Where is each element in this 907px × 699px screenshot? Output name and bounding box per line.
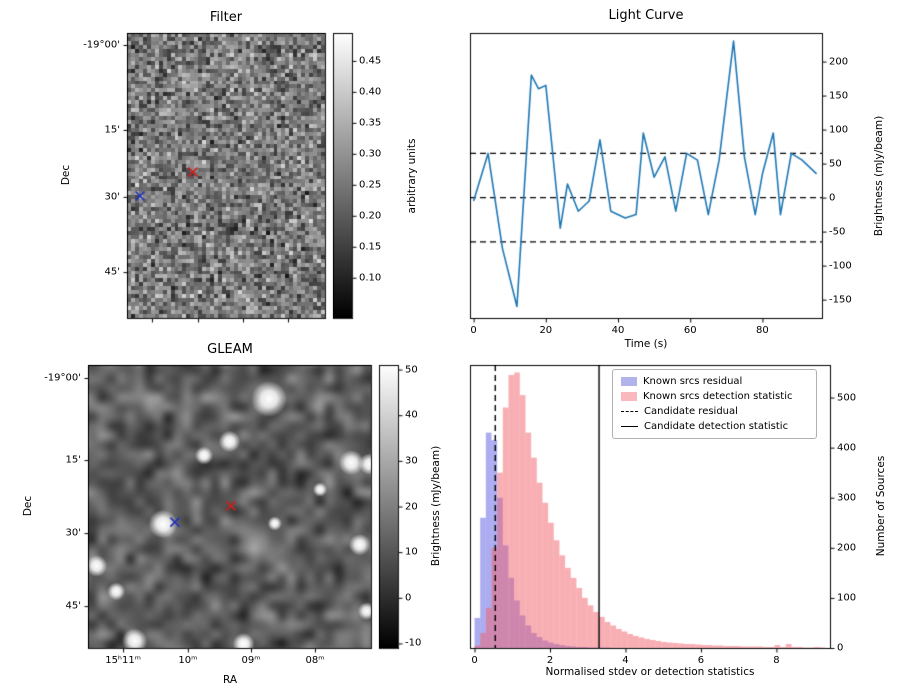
gleam-ytick-label: 45'	[65, 600, 81, 612]
legend-item-known-detection: Known srcs detection statistic	[621, 391, 808, 402]
light-curve-xtick-label: 80	[756, 325, 769, 336]
legend-swatch-residual	[621, 377, 637, 386]
filter-colorbar-tick-label: 0.20	[359, 210, 382, 222]
light-curve-ytick-label: 50	[829, 158, 842, 170]
gleam-colorbar-tick-label: 20	[405, 501, 418, 512]
light-curve-ylabel: Brightness (mJy/beam)	[873, 115, 885, 237]
filter-colorbar-tick-label: 0.30	[359, 148, 382, 160]
filter-colorbar-tick-label: 0.45	[359, 55, 382, 67]
gleam-colorbar-tick-label: 30	[405, 455, 418, 467]
gleam-ylabel: Dec	[22, 495, 34, 517]
light-curve-ytick-label: -150	[829, 294, 852, 306]
histogram-ytick-label: 100	[837, 592, 857, 604]
histogram-ytick-label: 0	[837, 642, 844, 654]
gleam-colorbar-tick-label: 0	[405, 592, 412, 604]
filter-colorbar-tick-label: 0.40	[359, 86, 382, 98]
legend-label-known-detection: Known srcs detection statistic	[643, 391, 793, 402]
light-curve-xtick-label: 20	[539, 325, 553, 336]
gleam-colorbar-tick-label: -10	[405, 637, 422, 649]
light-curve-ytick-label: 100	[829, 124, 849, 136]
histogram-xtick-label: 0	[471, 655, 478, 666]
light-curve-ytick-label: -100	[829, 260, 852, 272]
gleam-title: GLEAM	[207, 342, 253, 357]
histogram-xlabel: Normalised stdev or detection statistics	[545, 666, 755, 678]
light-curve-xtick-label: 60	[683, 325, 697, 336]
gleam-colorbar-label: Brightness (mJy/beam)	[430, 445, 442, 567]
filter-ytick-label: 45'	[104, 266, 120, 278]
legend-item-candidate-detection: Candidate detection statistic	[621, 421, 808, 432]
gleam-colorbar-tick-label: 10	[405, 546, 418, 558]
light-curve-title: Light Curve	[608, 8, 684, 23]
filter-colorbar-tick-label: 0.10	[359, 272, 382, 284]
light-curve-ytick-label: 150	[829, 90, 849, 102]
legend-item-known-residual: Known srcs residual	[621, 376, 808, 387]
light-curve-ytick-label: -50	[829, 226, 846, 238]
filter-ylabel: Dec	[60, 164, 72, 186]
gleam-ytick-label: -19°00'	[44, 372, 81, 384]
legend-item-candidate-residual: Candidate residual	[621, 406, 808, 417]
legend-label-candidate-residual: Candidate residual	[644, 406, 738, 417]
histogram-ylabel: Number of Sources	[875, 455, 887, 557]
filter-ytick-label: 15'	[104, 124, 120, 136]
gleam-ytick-label: 15'	[65, 454, 81, 466]
gleam-xtick-label: 08ᵐ	[305, 655, 325, 666]
light-curve-xtick-label: 40	[611, 325, 625, 336]
gleam-xtick-label: 09ᵐ	[241, 655, 261, 666]
histogram-xtick-label: 8	[773, 655, 780, 666]
gleam-xlabel: RA	[222, 674, 238, 686]
filter-colorbar-tick-label: 0.35	[359, 117, 382, 129]
light-curve-ytick-label: 200	[829, 56, 849, 68]
light-curve-ytick-label: 0	[829, 192, 836, 204]
histogram-legend: Known srcs residual Known srcs detection…	[612, 369, 817, 439]
light-curve-xlabel: Time (s)	[624, 338, 668, 350]
gleam-ytick-label: 30'	[65, 527, 81, 539]
histogram-xtick-label: 4	[622, 655, 629, 666]
legend-dashed-line-icon	[621, 411, 638, 412]
gleam-colorbar-tick-label: 40	[405, 409, 418, 421]
legend-label-candidate-detection: Candidate detection statistic	[644, 421, 789, 432]
histogram-xtick-label: 6	[697, 655, 705, 666]
histogram-ytick-label: 500	[837, 392, 857, 404]
histogram-ytick-label: 300	[837, 492, 857, 504]
gleam-xtick-label: 10ᵐ	[178, 655, 198, 666]
filter-colorbar-label: arbitrary units	[406, 138, 418, 214]
filter-ytick-label: -19°00'	[83, 39, 120, 51]
histogram-xtick-label: 2	[546, 655, 554, 666]
filter-colorbar-tick-label: 0.15	[359, 241, 382, 253]
legend-solid-line-icon	[621, 426, 638, 427]
filter-ytick-label: 30'	[104, 191, 120, 203]
filter-title: Filter	[209, 10, 243, 25]
legend-label-known-residual: Known srcs residual	[643, 376, 743, 387]
legend-swatch-detection	[621, 392, 637, 401]
histogram-ytick-label: 200	[837, 542, 857, 554]
filter-colorbar-tick-label: 0.25	[359, 179, 382, 191]
gleam-colorbar-tick-label: 50	[405, 364, 418, 376]
gleam-xtick-label: 15ʰ11ᵐ	[105, 655, 141, 666]
light-curve-xtick-label: 0	[470, 325, 477, 336]
histogram-ytick-label: 400	[837, 442, 857, 454]
